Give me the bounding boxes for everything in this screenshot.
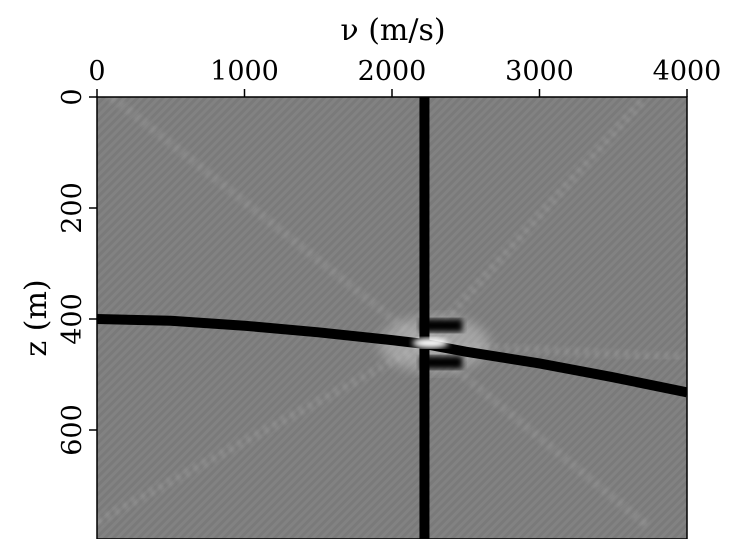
x-axis: 0 1000 2000 3000 4000 bbox=[88, 56, 721, 97]
ray-band-dark bbox=[422, 97, 648, 346]
ray-band-dark bbox=[423, 342, 647, 526]
focus-lobe-upper bbox=[420, 318, 463, 332]
ray-band-light bbox=[97, 341, 426, 525]
ray-band-dark bbox=[97, 342, 426, 524]
x-tick-label: 2000 bbox=[358, 56, 427, 87]
y-tick-label: 0 bbox=[57, 88, 88, 105]
focus-bright-spot bbox=[412, 337, 449, 348]
x-tick-label: 4000 bbox=[653, 56, 722, 87]
ray-band-dark bbox=[110, 97, 426, 346]
focus-lobe-lower bbox=[420, 355, 463, 369]
x-axis-title: ν (m/s) bbox=[340, 13, 445, 48]
ray-band-dark bbox=[424, 341, 687, 360]
ray-band-light bbox=[109, 97, 427, 347]
y-tick-label: 200 bbox=[57, 182, 88, 234]
plot-area bbox=[97, 97, 687, 539]
mark-layer bbox=[97, 97, 687, 539]
y-tick-label: 600 bbox=[57, 404, 88, 456]
y-tick-label: 400 bbox=[57, 293, 88, 345]
x-tick-label: 0 bbox=[88, 56, 105, 87]
ray-band-light bbox=[422, 341, 648, 527]
x-tick-label: 1000 bbox=[210, 56, 279, 87]
curve-line bbox=[97, 314, 687, 398]
ray-layer bbox=[97, 97, 687, 527]
y-axis: 0 200 400 600 bbox=[57, 88, 97, 456]
y-axis-title: z (m) bbox=[19, 279, 54, 356]
x-tick-label: 3000 bbox=[505, 56, 574, 87]
